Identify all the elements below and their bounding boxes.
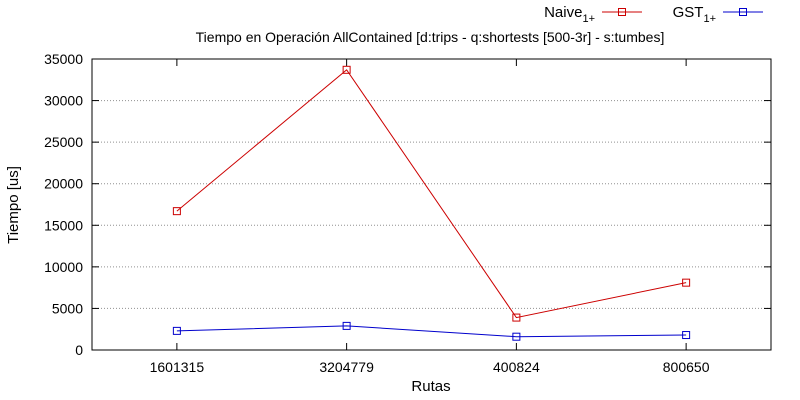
data-point — [172, 326, 181, 335]
y-tick-label: 30000 — [44, 93, 83, 109]
x-tick-label: 3204779 — [319, 359, 374, 375]
data-point — [682, 331, 691, 340]
data-point — [342, 321, 351, 330]
series-naive — [172, 65, 691, 322]
series-layer — [172, 65, 691, 341]
series-gst — [172, 321, 691, 341]
data-point — [512, 313, 521, 322]
plot-frame — [91, 58, 772, 351]
x-axis-title: Rutas — [411, 378, 450, 395]
y-axis-title: Tiempo [us] — [5, 166, 22, 244]
gridlines — [92, 100, 771, 309]
data-point — [512, 332, 521, 341]
x-tick-label: 400824 — [493, 359, 540, 375]
series-line — [176, 325, 687, 338]
chart-title: Tiempo en Operación AllContained [d:trip… — [196, 29, 665, 45]
y-tick-label: 15000 — [44, 217, 83, 233]
legend-label: Naive1+ — [544, 4, 595, 25]
data-point — [342, 65, 351, 74]
legend-entry-gst: GST1+ — [673, 4, 763, 25]
y-tick-label: 35000 — [44, 51, 83, 67]
data-point — [172, 207, 181, 216]
series-line — [176, 69, 687, 319]
y-tick-label: 5000 — [52, 300, 83, 316]
legend-marker — [618, 8, 626, 16]
legend-marker — [739, 8, 747, 16]
legend: Naive1+ GST1+ — [544, 4, 763, 25]
data-point — [682, 278, 691, 287]
y-tick-label: 20000 — [44, 176, 83, 192]
x-tick-label: 1601315 — [150, 359, 205, 375]
y-tick-label: 0 — [75, 342, 83, 358]
y-tick-label: 10000 — [44, 259, 83, 275]
legend-label: GST1+ — [673, 4, 716, 25]
y-tick-label: 25000 — [44, 134, 83, 150]
x-axis: 1601315 3204779 400824 800650 — [150, 59, 710, 375]
y-axis: 0 5000 10000 15000 20000 25000 30000 35000 — [44, 51, 771, 358]
legend-entry-naive: Naive1+ — [544, 4, 642, 25]
x-tick-label: 800650 — [663, 359, 710, 375]
